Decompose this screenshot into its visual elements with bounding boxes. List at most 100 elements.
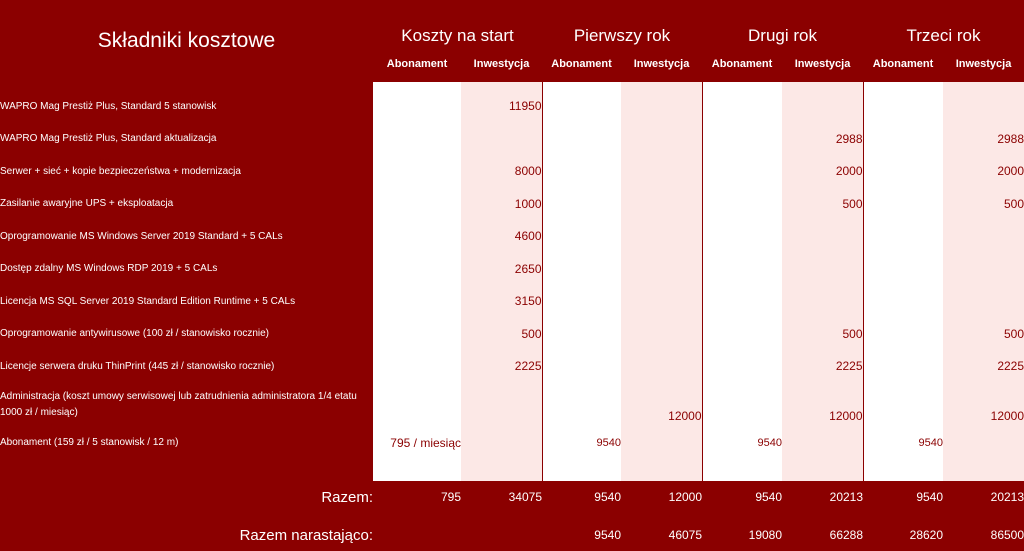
cumulative-year3-inwestycja: 86500 xyxy=(943,519,1024,551)
cumulative-label: Razem narastająco: xyxy=(0,519,373,551)
row-label: Licencja MS SQL Server 2019 Standard Edi… xyxy=(0,285,373,318)
cell-year2-abonament xyxy=(702,382,783,427)
cell-year1-inwestycja xyxy=(621,317,703,350)
cell-start-inwestycja: 8000 xyxy=(461,155,543,188)
subheader-abonament: Abonament xyxy=(542,46,621,82)
cell-year1-abonament xyxy=(542,350,621,383)
cell-year1-inwestycja xyxy=(621,220,703,253)
cell-year3-abonament xyxy=(863,317,944,350)
cell-start-inwestycja: 3150 xyxy=(461,285,543,318)
cell-year2-inwestycja: 2000 xyxy=(782,155,864,188)
cell-year1-abonament xyxy=(542,187,621,220)
cumulative-year2-inwestycja: 66288 xyxy=(782,519,864,551)
total-year3-abonament: 9540 xyxy=(863,481,944,513)
cell-year1-inwestycja xyxy=(621,350,703,383)
row-label: WAPRO Mag Prestiż Plus, Standard aktuali… xyxy=(0,122,373,155)
cell-year1-inwestycja xyxy=(621,155,703,188)
cell-start-inwestycja: 2225 xyxy=(461,350,543,383)
table-row: Abonament (159 zł / 5 stanowisk / 12 m) … xyxy=(0,426,1024,459)
cell-year1-inwestycja xyxy=(621,187,703,220)
cell-year2-inwestycja xyxy=(782,252,864,285)
cell-year3-abonament xyxy=(863,187,944,220)
cell-year1-inwestycja xyxy=(621,426,703,459)
cell-year1-inwestycja: 12000 xyxy=(621,382,703,427)
cell-year3-inwestycja xyxy=(943,220,1024,253)
cell-year2-inwestycja xyxy=(782,426,864,459)
cell-year1-abonament xyxy=(542,155,621,188)
cell-year3-inwestycja xyxy=(943,285,1024,318)
cumulative-start-abonament xyxy=(373,519,461,551)
cell-year3-abonament xyxy=(863,220,944,253)
period-header-start: Koszty na start xyxy=(373,0,542,46)
cell-year3-abonament xyxy=(863,155,944,188)
cell-start-abonament xyxy=(373,382,461,427)
spacer-row xyxy=(0,82,1024,90)
cell-year1-abonament: 9540 xyxy=(542,426,621,459)
cell-year3-inwestycja xyxy=(943,252,1024,285)
cell-start-inwestycja: 4600 xyxy=(461,220,543,253)
period-header-year2: Drugi rok xyxy=(702,0,864,46)
cell-year2-inwestycja: 2225 xyxy=(782,350,864,383)
cell-year1-abonament xyxy=(542,317,621,350)
table-row: Licencje serwera druku ThinPrint (445 zł… xyxy=(0,350,1024,383)
total-year2-abonament: 9540 xyxy=(702,481,783,513)
total-start-abonament: 795 xyxy=(373,481,461,513)
table-row: Dostęp zdalny MS Windows RDP 2019 + 5 CA… xyxy=(0,252,1024,285)
cell-year1-abonament xyxy=(542,90,621,123)
cumulative-year2-abonament: 19080 xyxy=(702,519,783,551)
subheader-abonament: Abonament xyxy=(863,46,944,82)
cell-start-inwestycja xyxy=(461,426,543,459)
cell-year2-inwestycja xyxy=(782,220,864,253)
cell-year1-abonament xyxy=(542,252,621,285)
table-row: Zasilanie awaryjne UPS + eksploatacja 10… xyxy=(0,187,1024,220)
cell-start-abonament xyxy=(373,252,461,285)
cell-year2-abonament xyxy=(702,90,783,123)
gap-row xyxy=(0,513,1024,519)
cell-year2-inwestycja: 500 xyxy=(782,317,864,350)
table-row: WAPRO Mag Prestiż Plus, Standard aktuali… xyxy=(0,122,1024,155)
table-row: Oprogramowanie MS Windows Server 2019 St… xyxy=(0,220,1024,253)
cell-year2-abonament xyxy=(702,252,783,285)
cell-year3-inwestycja: 2988 xyxy=(943,122,1024,155)
cell-start-inwestycja: 500 xyxy=(461,317,543,350)
cell-start-abonament xyxy=(373,220,461,253)
row-label: Abonament (159 zł / 5 stanowisk / 12 m) xyxy=(0,426,373,459)
cell-start-abonament xyxy=(373,122,461,155)
cell-year2-abonament xyxy=(702,317,783,350)
cell-year2-abonament xyxy=(702,122,783,155)
cell-start-abonament xyxy=(373,187,461,220)
row-label: Licencje serwera druku ThinPrint (445 zł… xyxy=(0,350,373,383)
totals-row: Razem: 795 34075 9540 12000 9540 20213 9… xyxy=(0,481,1024,513)
table-row: Oprogramowanie antywirusowe (100 zł / st… xyxy=(0,317,1024,350)
cell-year3-abonament xyxy=(863,90,944,123)
cell-year1-inwestycja xyxy=(621,122,703,155)
cell-year3-abonament xyxy=(863,252,944,285)
cell-year3-abonament xyxy=(863,382,944,427)
cell-start-abonament xyxy=(373,285,461,318)
subheader-inwestycja: Inwestycja xyxy=(461,46,542,82)
table-row: WAPRO Mag Prestiż Plus, Standard 5 stano… xyxy=(0,90,1024,123)
cell-year3-abonament xyxy=(863,350,944,383)
cell-start-inwestycja: 2650 xyxy=(461,252,543,285)
cell-start-inwestycja: 1000 xyxy=(461,187,543,220)
cell-year3-abonament xyxy=(863,122,944,155)
cell-year1-abonament xyxy=(542,122,621,155)
cell-start-abonament xyxy=(373,350,461,383)
row-label: WAPRO Mag Prestiż Plus, Standard 5 stano… xyxy=(0,90,373,123)
cell-year2-inwestycja: 12000 xyxy=(782,382,864,427)
cell-start-inwestycja xyxy=(461,122,543,155)
row-label: Oprogramowanie antywirusowe (100 zł / st… xyxy=(0,317,373,350)
cell-start-inwestycja xyxy=(461,382,543,427)
cell-start-inwestycja: 11950 xyxy=(461,90,543,123)
subheader-inwestycja: Inwestycja xyxy=(782,46,864,82)
cell-year3-abonament: 9540 xyxy=(863,426,944,459)
cumulative-year3-abonament: 28620 xyxy=(863,519,944,551)
cell-year1-inwestycja xyxy=(621,285,703,318)
cell-year3-inwestycja xyxy=(943,90,1024,123)
cell-year1-abonament xyxy=(542,382,621,427)
cumulative-row: Razem narastająco: 9540 46075 19080 6628… xyxy=(0,519,1024,551)
total-year1-inwestycja: 12000 xyxy=(621,481,703,513)
cell-start-abonament xyxy=(373,90,461,123)
table-row: Serwer + sieć + kopie bezpieczeństwa + m… xyxy=(0,155,1024,188)
cell-year1-inwestycja xyxy=(621,90,703,123)
